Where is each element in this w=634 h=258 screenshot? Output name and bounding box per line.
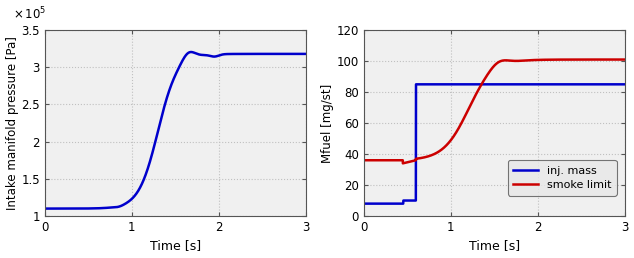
smoke limit (460, 117, 468, 120)
Line: inj. mass: inj. mass (364, 84, 624, 204)
smoke limit (399, 162, 406, 165)
smoke limit (405, 160, 413, 163)
Y-axis label: Mfuel [mg/st]: Mfuel [mg/st] (321, 83, 333, 163)
X-axis label: Time [s]: Time [s] (469, 239, 520, 252)
inj. mass (472, 83, 479, 86)
inj. mass (390, 202, 398, 205)
inj. mass (360, 202, 368, 205)
inj. mass (460, 83, 468, 86)
Line: smoke limit: smoke limit (364, 60, 624, 163)
inj. mass (616, 83, 623, 86)
smoke limit (616, 58, 623, 61)
Y-axis label: Intake manifold pressure [Pa]: Intake manifold pressure [Pa] (6, 36, 18, 210)
Legend: inj. mass, smoke limit: inj. mass, smoke limit (508, 160, 617, 196)
X-axis label: Time [s]: Time [s] (150, 239, 201, 252)
Text: $\times\,10^5$: $\times\,10^5$ (13, 6, 47, 23)
inj. mass (405, 199, 413, 202)
smoke limit (390, 159, 398, 162)
smoke limit (588, 58, 595, 61)
smoke limit (472, 94, 479, 97)
smoke limit (360, 159, 368, 162)
inj. mass (588, 83, 595, 86)
inj. mass (412, 83, 420, 86)
smoke limit (621, 58, 628, 61)
inj. mass (621, 83, 628, 86)
